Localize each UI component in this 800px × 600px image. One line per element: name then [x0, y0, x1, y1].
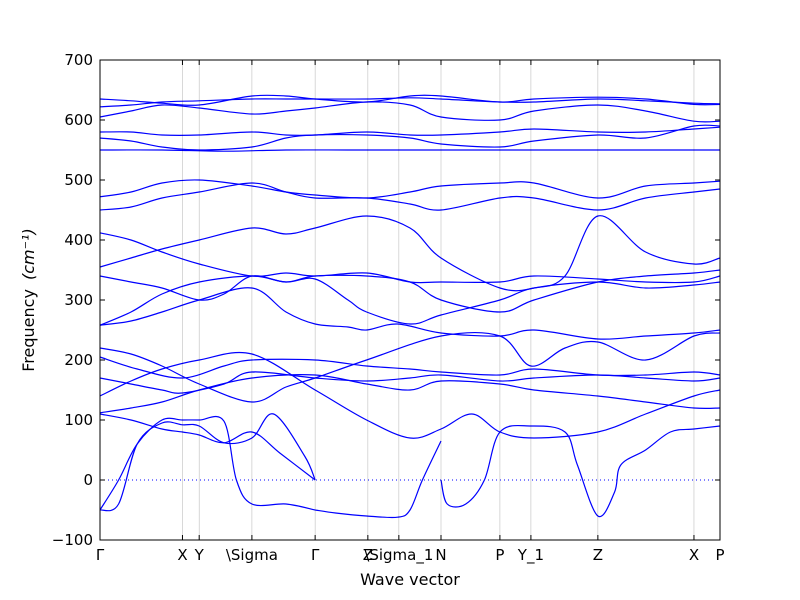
band-line-15	[99, 232, 721, 284]
y-tick-label-2: 0	[83, 471, 93, 489]
x-tick-label-9: P	[495, 546, 504, 564]
band-line-16	[99, 182, 721, 211]
x-tick-label-12: X	[689, 546, 699, 564]
band-line-21	[99, 101, 721, 123]
high-symmetry-lines	[99, 60, 721, 540]
x-axis-label: Wave vector	[360, 570, 460, 589]
y-axis-ticks: −100 0 100 200 300 400 500 600 700	[52, 51, 720, 549]
y-tick-label-9: 700	[64, 51, 93, 69]
band-line-23	[99, 94, 721, 106]
band-line-12	[99, 275, 721, 326]
band-line-9	[99, 356, 721, 379]
x-tick-label-5: Γ	[311, 546, 320, 564]
x-tick-label-6: Z	[363, 546, 373, 564]
band-line-6	[99, 351, 721, 439]
band-line-3	[315, 440, 442, 519]
x-tick-label-8: N	[435, 546, 446, 564]
x-tick-label-13: P	[715, 546, 724, 564]
x-tick-label-7: \Sigma_1	[364, 546, 433, 565]
x-tick-label-2: X	[177, 546, 187, 564]
y-tick-label-4: 200	[64, 351, 93, 369]
band-line-14	[99, 215, 721, 292]
y-axis-label: Frequency (cm⁻¹)	[19, 228, 38, 371]
y-tick-label-6: 400	[64, 231, 93, 249]
band-line-1	[99, 413, 316, 512]
band-line-13	[99, 269, 721, 313]
band-line-11	[99, 287, 721, 340]
band-line-2	[99, 415, 316, 511]
band-line-7	[99, 374, 721, 414]
y-tick-label-8: 600	[64, 111, 93, 129]
y-tick-label-7: 500	[64, 171, 93, 189]
band-line-17	[99, 179, 721, 199]
x-tick-label-3: Y	[194, 546, 205, 564]
x-tick-label-4: \Sigma	[226, 546, 278, 564]
x-tick-label-1: Γ	[96, 546, 105, 564]
y-axis-label-unit: (cm⁻¹)	[19, 228, 38, 280]
band-line-8	[99, 371, 721, 394]
y-axis-label-text: Frequency	[19, 289, 38, 372]
band-line-20	[99, 126, 721, 136]
y-tick-label-1: −100	[52, 531, 93, 549]
x-tick-label-10: Y_1	[517, 546, 544, 565]
x-axis-ticks: Γ X Y \Sigma Γ Z\Sigma_1 N P Y_1 Z X P	[96, 60, 725, 565]
band-line-10	[99, 332, 721, 403]
band-line-19	[99, 124, 721, 151]
y-tick-label-3: 100	[64, 411, 93, 429]
y-tick-label-5: 300	[64, 291, 93, 309]
band-line-5	[99, 413, 316, 481]
band-series	[99, 94, 721, 519]
band-line-4	[440, 424, 721, 518]
x-tick-label-11: Z	[593, 546, 603, 564]
band-line-18	[99, 149, 720, 152]
band-line-22	[99, 97, 721, 108]
